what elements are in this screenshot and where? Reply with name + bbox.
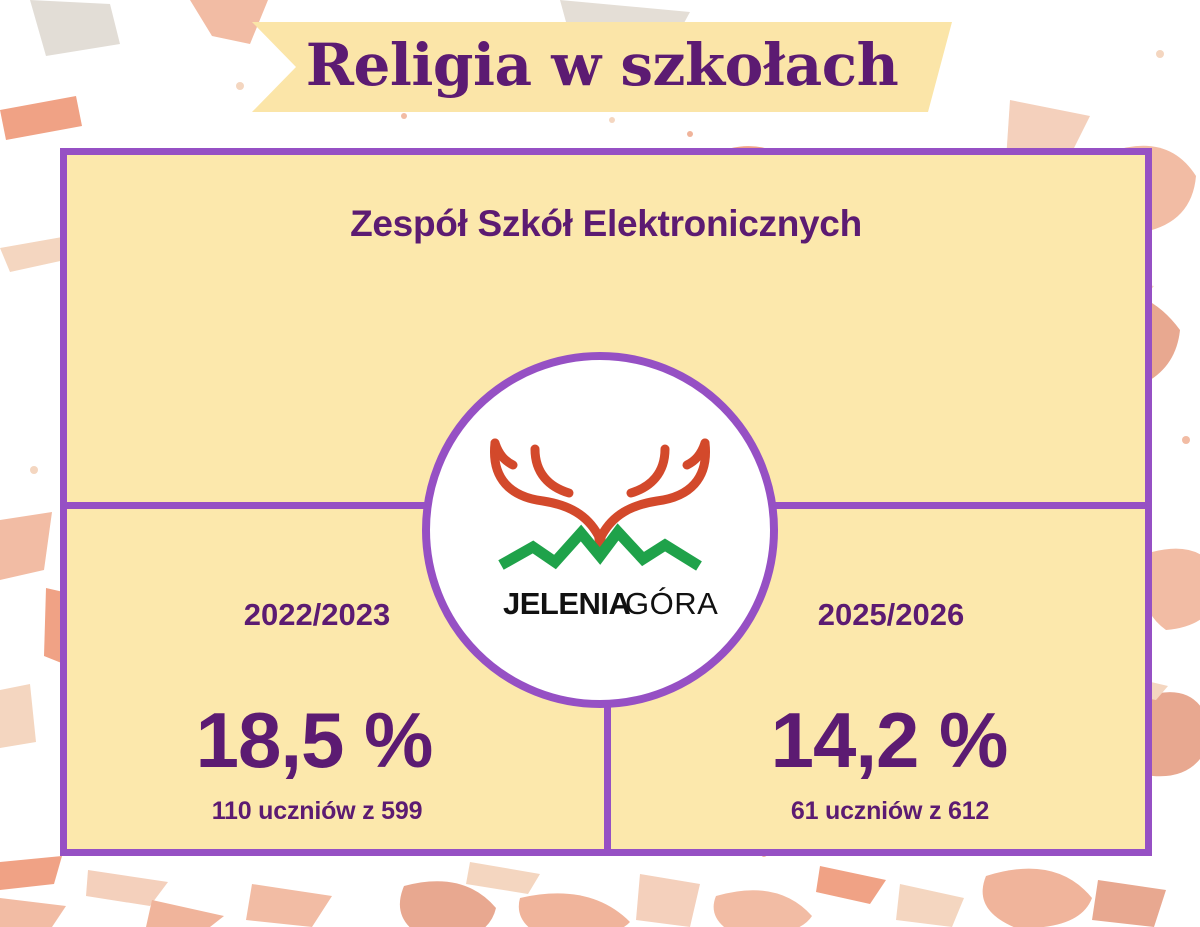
logo-circle: JELENIA GÓRA bbox=[422, 352, 778, 708]
stat-detail-left: 110 uczniów z 599 bbox=[211, 797, 423, 825]
school-name: Zespół Szkół Elektronicznych bbox=[350, 203, 862, 244]
stat-year-right: 2025/2026 bbox=[817, 597, 965, 632]
stat-panel-2022-2023: 2022/2023 18,5 % 110 uczniów z 599 bbox=[75, 555, 595, 855]
logo-text-jelenia: JELENIA bbox=[503, 586, 631, 621]
page-title: Religia w szkołach bbox=[305, 31, 899, 99]
logo-text-gora: GÓRA bbox=[625, 586, 718, 621]
stat-percent-right: 14,2 % bbox=[770, 696, 1009, 784]
divider-vertical bbox=[604, 682, 611, 856]
title-banner: Religia w szkołach bbox=[252, 22, 952, 112]
stat-panel-2025-2026: 2025/2026 14,2 % 61 uczniów z 612 bbox=[617, 555, 1137, 855]
stat-percent-left: 18,5 % bbox=[195, 696, 434, 784]
jelenia-gora-logo: JELENIA GÓRA bbox=[490, 438, 718, 621]
stat-detail-right: 61 uczniów z 612 bbox=[790, 797, 990, 825]
banner-ribbon-shape bbox=[252, 22, 952, 112]
stat-year-left: 2022/2023 bbox=[243, 597, 391, 632]
